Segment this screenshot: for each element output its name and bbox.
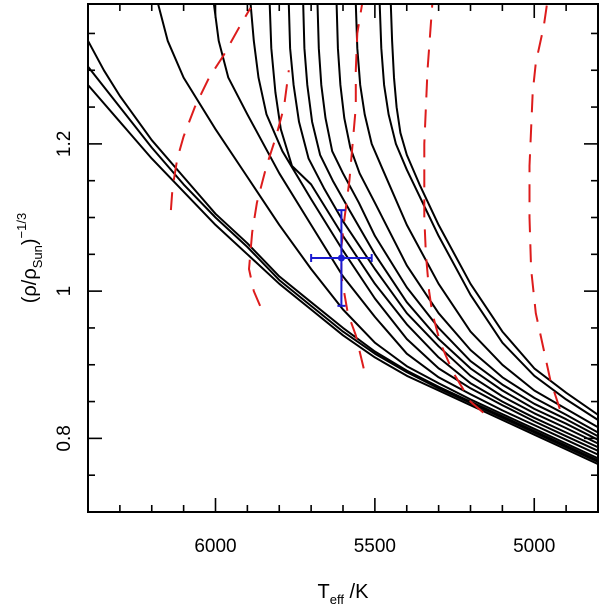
model-track-9 <box>302 4 598 441</box>
x-axis-title: Teff /K <box>318 581 370 607</box>
model-track-12 <box>354 4 598 429</box>
model-track-8 <box>287 4 598 445</box>
x-tick-label: 5500 <box>354 536 396 557</box>
y-axis-title-sup: −1/3 <box>14 213 29 239</box>
x-tick-label: 6000 <box>194 536 236 557</box>
isochrone-2 <box>247 70 290 307</box>
isochrone-3 <box>340 4 365 369</box>
y-axis-title: (ρ/ρSun)−1/3 <box>14 213 45 303</box>
star-point <box>337 254 345 262</box>
y-axis-title-sub: Sun <box>30 245 45 268</box>
isochrone-1 <box>169 7 252 211</box>
y-tick-label: 0.8 <box>54 425 75 451</box>
model-track-4 <box>157 4 598 460</box>
model-track-11 <box>335 4 598 434</box>
y-tick-label: 1.2 <box>54 131 75 157</box>
x-axis-title-rest: /K <box>344 581 369 603</box>
model-track-10 <box>316 4 598 438</box>
model-track-6 <box>249 4 598 452</box>
model-track-3 <box>88 40 598 462</box>
model-track-14 <box>389 4 598 416</box>
y-axis-title-open: (ρ/ρ <box>19 268 41 303</box>
x-axis-title-sub: eff <box>330 592 345 607</box>
isochrone-5 <box>528 4 561 410</box>
y-axis-title-close: ) <box>19 238 41 245</box>
model-track-2 <box>88 65 598 463</box>
x-tick-label: 5000 <box>513 536 555 557</box>
y-tick-label: 1 <box>54 286 75 297</box>
model-track-13 <box>378 4 598 421</box>
x-axis-title-main: T <box>318 581 330 603</box>
model-track-1 <box>88 84 598 466</box>
model-track-5 <box>212 4 598 456</box>
model-track-7 <box>268 4 598 449</box>
